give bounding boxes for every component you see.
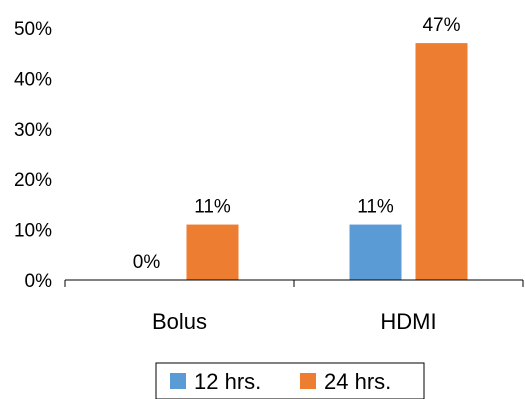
y-tick-label: 20%: [14, 170, 52, 191]
bar-bolus-1: [186, 224, 239, 280]
bars: [186, 43, 468, 281]
data-label: 0%: [133, 252, 161, 273]
legend-label: 24 hrs.: [324, 369, 391, 394]
legend-box: [155, 362, 425, 399]
x-category-label: HDMI: [380, 309, 436, 334]
y-tick-label: 50%: [14, 19, 52, 40]
bar-hdmi-0: [349, 224, 402, 280]
legend-label: 12 hrs.: [194, 369, 261, 394]
legend-swatch: [170, 373, 186, 389]
legend: 12 hrs. 24 hrs.: [155, 362, 425, 399]
y-tick-label: 10%: [14, 221, 52, 242]
data-labels: 0% 11% 11% 47%: [133, 15, 461, 273]
y-tick-label: 0%: [25, 271, 53, 292]
x-axis-category-labels: Bolus HDMI: [152, 309, 437, 334]
x-axis: [64, 279, 524, 287]
data-label: 11%: [357, 197, 394, 218]
data-label: 11%: [194, 197, 231, 218]
y-axis-tick-labels: 0% 10% 20% 30% 40% 50%: [14, 19, 52, 292]
data-label: 47%: [422, 15, 460, 36]
legend-swatch: [300, 373, 316, 389]
y-tick-label: 40%: [14, 69, 52, 90]
y-tick-label: 30%: [14, 120, 52, 141]
bar-hdmi-1: [415, 43, 468, 281]
x-category-label: Bolus: [152, 309, 207, 334]
